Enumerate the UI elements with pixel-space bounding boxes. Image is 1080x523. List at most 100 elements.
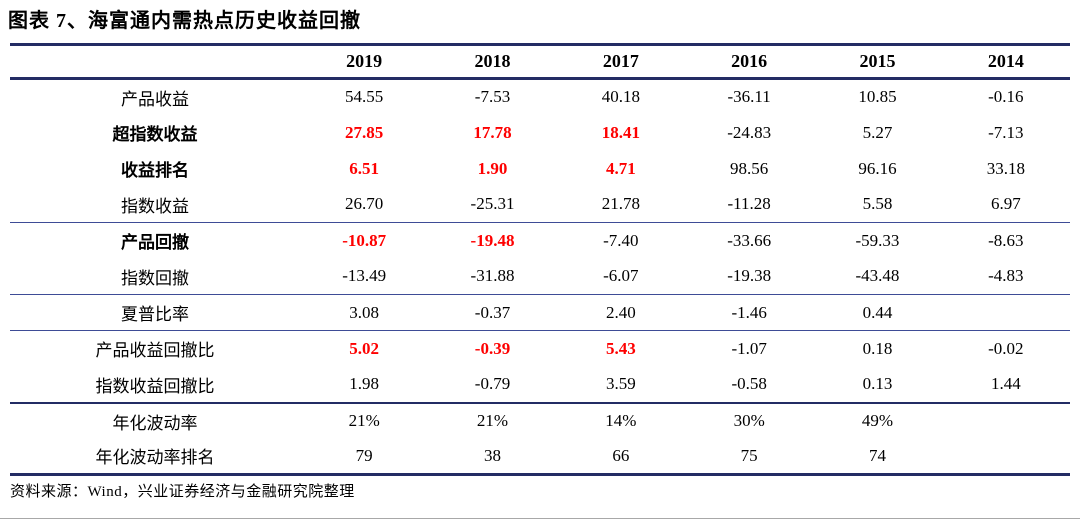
value-cell: 1.90 (477, 158, 508, 178)
header-year-2019: 2019 (300, 44, 429, 80)
value-cell: -1.07 (684, 330, 814, 367)
value-cell: 5.58 (862, 194, 893, 214)
value-cell (941, 401, 1070, 439)
table-row: 超指数收益 27.85 17.78 18.41 -24.83 5.27 -7.13 (10, 115, 1070, 151)
source-note: 资料来源：Wind，兴业证券经济与金融研究院整理 (10, 484, 355, 500)
value-cell: 27.85 (345, 122, 384, 142)
value-cell: -59.33 (813, 222, 942, 259)
value-cell: -13.49 (342, 266, 387, 286)
value-cell: -25.31 (470, 194, 515, 214)
table-row: 年化波动率排名 79 38 66 75 74 (10, 439, 1070, 475)
value-cell: 0.44 (813, 294, 942, 331)
value-cell: 96.16 (858, 158, 897, 178)
row-label: 年化波动率排名 (95, 448, 215, 468)
header-year-2018: 2018 (428, 44, 557, 80)
row-label: 产品收益 (121, 89, 189, 109)
table-row: 产品收益回撤比 5.02 -0.39 5.43 -1.07 0.18 -0.02 (10, 330, 1070, 367)
header-year-2015: 2015 (813, 44, 942, 80)
value-cell: 2.40 (556, 294, 685, 331)
value-cell: -0.58 (731, 374, 767, 393)
row-label: 指数收益 (121, 196, 189, 216)
table-row: 指数回撤 -13.49 -31.88 -6.07 -19.38 -43.48 -4.83 (10, 259, 1070, 295)
value-cell: 38 (483, 445, 501, 465)
table-row: 产品回撤 -10.87 -19.48 -7.40 -33.66 -59.33 -8.63 (10, 222, 1070, 259)
value-cell: 79 (355, 445, 373, 465)
value-cell: -19.48 (428, 222, 557, 259)
value-cell: -6.07 (603, 266, 639, 286)
value-cell: -7.13 (988, 122, 1024, 142)
value-cell: -0.37 (428, 294, 557, 331)
table-row: 收益排名 6.51 1.90 4.71 98.56 96.16 33.18 (10, 151, 1070, 187)
value-cell: 10.85 (858, 87, 897, 107)
value-cell: -33.66 (684, 222, 814, 259)
value-cell: 17.78 (473, 122, 512, 142)
table-section: 夏普比率 3.08 -0.37 2.40 -1.46 0.44 (10, 294, 1070, 331)
value-cell: -24.83 (727, 122, 772, 142)
value-cell: 1.98 (349, 374, 380, 393)
value-cell: -8.63 (941, 222, 1070, 259)
value-cell: -0.39 (428, 330, 557, 367)
value-cell: 0.18 (813, 330, 942, 367)
row-label: 收益排名 (121, 161, 189, 180)
row-label: 指数收益回撤比 (95, 376, 215, 396)
value-cell: 5.27 (862, 122, 893, 142)
value-cell: 3.59 (605, 374, 636, 393)
value-cell: 30% (684, 401, 814, 439)
value-cell: 26.70 (345, 194, 384, 214)
header-year-2014: 2014 (941, 44, 1070, 80)
table-section: 产品收益回撤比 5.02 -0.39 5.43 -1.07 0.18 -0.02 指数收益回撤… (10, 330, 1070, 403)
figure-title: 图表 7、海富通内需热点历史收益回撤 (8, 10, 361, 32)
performance-table: 2019 2018 2017 2016 2015 2014 产品收益 54.55 -… (10, 43, 1070, 476)
value-cell: 1.44 (990, 374, 1021, 393)
value-cell: 54.55 (345, 87, 384, 107)
table-header-row: 2019 2018 2017 2016 2015 2014 (10, 44, 1070, 80)
value-cell: -19.38 (727, 266, 772, 286)
value-cell: 0.13 (862, 374, 893, 393)
table-section: 年化波动率 21% 21% 14% 30% 49% 年化波动率排名 79 38 66 75 74 (10, 401, 1070, 475)
value-cell: 98.56 (730, 158, 769, 178)
value-cell: 18.41 (601, 122, 640, 142)
header-year-2017: 2017 (556, 44, 685, 80)
value-cell: 6.97 (990, 194, 1021, 214)
value-cell: 21% (428, 401, 557, 439)
value-cell: 21.78 (601, 194, 640, 214)
value-cell: 66 (612, 445, 630, 465)
value-cell: 14% (556, 401, 685, 439)
value-cell: -0.79 (474, 374, 511, 393)
table-section: 产品回撤 -10.87 -19.48 -7.40 -33.66 -59.33 -8.63 指数… (10, 222, 1070, 295)
row-label: 夏普比率 (10, 294, 300, 331)
row-label: 产品收益回撤比 (10, 330, 300, 367)
value-cell: -7.40 (556, 222, 685, 259)
value-cell: -43.48 (855, 266, 900, 286)
value-cell: -1.46 (684, 294, 814, 331)
value-cell: -4.83 (988, 266, 1024, 286)
value-cell: -7.53 (474, 87, 511, 107)
table-row: 指数收益回撤比 1.98 -0.79 3.59 -0.58 0.13 1.44 (10, 367, 1070, 403)
page-bottom-divider (0, 518, 1080, 519)
row-label: 指数回撤 (121, 268, 189, 288)
table-row: 夏普比率 3.08 -0.37 2.40 -1.46 0.44 (10, 294, 1070, 331)
report-figure-page: 图表 7、海富通内需热点历史收益回撤 2019 2018 2017 2016 2… (0, 9, 1080, 519)
row-label: 年化波动率 (10, 401, 300, 439)
table-row: 产品收益 54.55 -7.53 40.18 -36.11 10.85 -0.16 (10, 79, 1070, 115)
value-cell: 49% (813, 401, 942, 439)
value-cell (941, 294, 1070, 331)
value-cell: -36.11 (727, 87, 771, 107)
row-label: 产品回撤 (10, 222, 300, 259)
value-cell: 40.18 (601, 87, 640, 107)
table-row: 指数收益 26.70 -25.31 21.78 -11.28 5.58 6.97 (10, 187, 1070, 223)
value-cell: -0.16 (988, 87, 1024, 107)
value-cell: 5.02 (300, 330, 429, 367)
value-cell: 6.51 (349, 158, 380, 178)
value-cell: 4.71 (605, 158, 636, 178)
value-cell: 33.18 (986, 158, 1025, 178)
value-cell: -31.88 (470, 266, 515, 286)
row-label: 超指数收益 (112, 125, 198, 144)
value-cell: -11.28 (727, 194, 771, 214)
value-cell: 75 (740, 445, 758, 465)
value-cell: -0.02 (941, 330, 1070, 367)
value-cell (942, 439, 1070, 475)
value-cell: 5.43 (556, 330, 685, 367)
header-year-2016: 2016 (684, 44, 814, 80)
table-header: 2019 2018 2017 2016 2015 2014 (10, 44, 1070, 80)
